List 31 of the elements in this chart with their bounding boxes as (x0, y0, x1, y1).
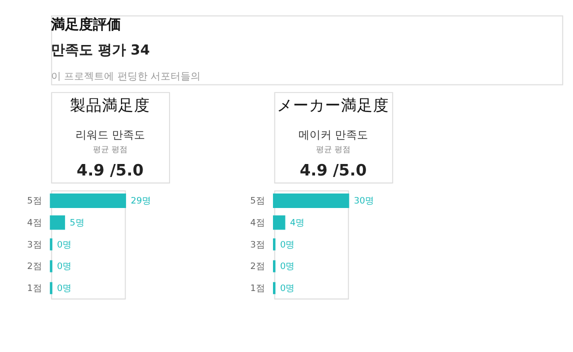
y-tick-label: 2점 (27, 262, 42, 272)
y-tick-label: 5점 (250, 196, 265, 207)
y-tick-label: 3점 (27, 240, 42, 250)
text: 만족도 평가 34 (51, 42, 150, 59)
y-tick-label: 4점 (27, 218, 42, 229)
data-label: 0명 (280, 262, 295, 272)
y-tick-label: 3점 (250, 240, 265, 250)
y-tick-label: 4점 (250, 218, 265, 229)
text: メーカー満足度 (277, 96, 390, 115)
text: 製品満足度 (70, 96, 150, 115)
text: 4.9 /5.0 (300, 160, 367, 180)
data-label: 0명 (280, 284, 295, 294)
chart-subtitle: 평균 평점 (92, 145, 128, 154)
data-label: 0명 (57, 262, 72, 272)
text: 満足度評価 (50, 16, 122, 34)
chart-title: 메이커 만족도 (298, 128, 368, 142)
y-tick-label: 2점 (250, 262, 265, 272)
y-tick-label: 5점 (27, 196, 42, 207)
data-label: 30명 (354, 196, 374, 207)
data-label: 0명 (57, 284, 72, 294)
data-label: 0명 (57, 240, 72, 250)
data-label: 29명 (130, 196, 151, 207)
y-tick-label: 1점 (250, 284, 265, 294)
data-label: 0명 (280, 240, 295, 250)
y-tick-label: 1점 (27, 284, 42, 294)
text: 4.9 /5.0 (76, 160, 144, 180)
text: 이 프로젝트에 펀딩한 서포터들의 (51, 71, 200, 82)
chart-title: 리워드 만족도 (75, 128, 145, 142)
chart-subtitle: 평균 평점 (316, 145, 350, 154)
data-label: 4명 (290, 218, 305, 229)
data-label: 5명 (70, 218, 84, 229)
